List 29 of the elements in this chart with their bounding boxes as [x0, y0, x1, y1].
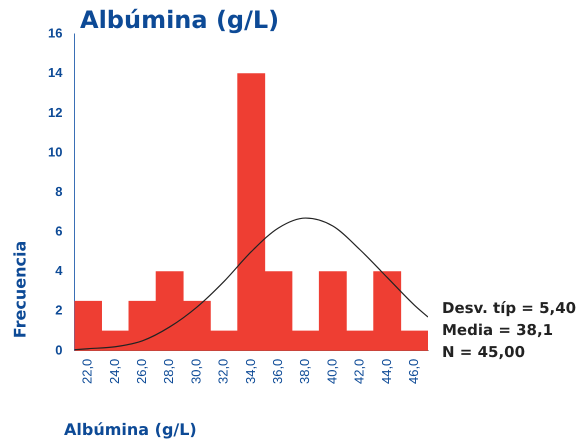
x-axis-title: Albúmina (g/L): [64, 420, 197, 439]
y-tick-label: 16: [48, 26, 62, 41]
y-tick-label: 12: [48, 104, 62, 120]
x-tick-label: 36,0: [270, 358, 286, 384]
x-tick-label: 30,0: [188, 358, 204, 384]
y-tick-label: 4: [55, 263, 64, 278]
line-series: [74, 217, 428, 350]
x-tick-label: 32,0: [216, 358, 231, 384]
x-tick-label: 46,0: [406, 358, 421, 384]
x-tick-label: 34,0: [242, 358, 258, 384]
y-tick-label: 6: [55, 224, 62, 239]
y-tick-label: 8: [55, 184, 62, 199]
x-tick-label: 26,0: [134, 358, 150, 384]
x-tick-label: 40,0: [324, 358, 340, 384]
text: N = 45,00: [442, 342, 526, 363]
y-tick-label: 14: [48, 65, 64, 80]
x-tick-label: 24,0: [106, 358, 122, 384]
y-tick-label: 10: [48, 144, 62, 160]
text: Media = 38,1: [442, 320, 554, 341]
y-tick-label: 0: [55, 342, 62, 358]
text: Desv. típ = 5,40: [442, 298, 576, 319]
x-tick-label: 38,0: [297, 358, 312, 384]
x-tick-label: 42,0: [352, 358, 367, 384]
y-axis-title: Frecuencia: [10, 240, 30, 340]
y-tick-label: 2: [55, 302, 62, 318]
x-tick-label: 44,0: [378, 358, 394, 384]
x-tick-label: 22,0: [80, 358, 95, 384]
chart-title: Albúmina (g/L): [80, 6, 280, 34]
x-tick-label: 28,0: [161, 358, 176, 384]
